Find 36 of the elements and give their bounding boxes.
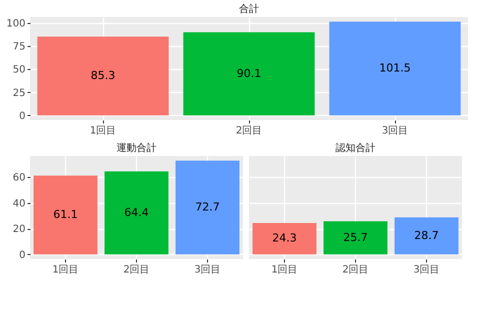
x-tick-label: 1回目 <box>271 264 298 276</box>
chart-title: 認知合計 <box>336 142 376 154</box>
data-label: 64.4 <box>124 206 149 219</box>
x-tick-label: 2回目 <box>123 264 150 276</box>
chart-title: 合計 <box>239 3 259 15</box>
data-label: 25.7 <box>343 230 368 244</box>
y-tick-label: 100 <box>6 18 26 30</box>
bar <box>176 160 240 254</box>
y-tick-label: 0 <box>19 250 26 261</box>
bar <box>104 171 168 254</box>
x-tick-label: 1回目 <box>90 126 116 136</box>
y-tick-label: 20 <box>12 224 26 236</box>
bar <box>183 32 315 116</box>
x-tick-label: 3回目 <box>382 126 408 136</box>
x-tick-label: 1回目 <box>52 264 79 276</box>
data-label: 61.1 <box>53 208 78 221</box>
x-tick-label: 2回目 <box>342 264 369 276</box>
y-tick-label: 0 <box>19 110 26 122</box>
x-tick-label: 3回目 <box>413 264 440 276</box>
chart-title: 運動合計 <box>116 142 156 154</box>
y-tick-label: 60 <box>12 172 26 184</box>
y-tick-label: 40 <box>12 198 26 210</box>
data-label: 101.5 <box>379 62 411 74</box>
x-tick-label: 2回目 <box>236 126 262 136</box>
data-label: 24.3 <box>272 232 297 245</box>
x-tick-label: 3回目 <box>194 264 221 276</box>
y-tick-label: 25 <box>12 88 26 99</box>
data-label: 90.1 <box>236 66 262 80</box>
data-label: 85.3 <box>90 68 116 82</box>
bar <box>329 22 461 116</box>
data-label: 72.7 <box>195 200 220 214</box>
bar <box>34 176 98 254</box>
y-tick-label: 50 <box>12 64 26 76</box>
y-tick-label: 75 <box>12 42 26 53</box>
data-label: 28.7 <box>414 228 439 242</box>
bar <box>37 36 169 116</box>
